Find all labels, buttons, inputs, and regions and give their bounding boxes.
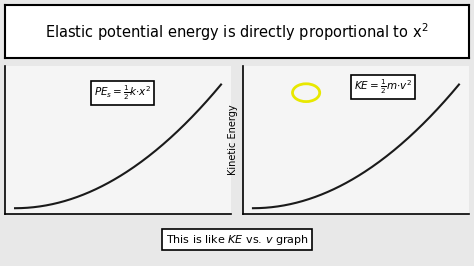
Text: Elastic potential energy is directly proportional to x$^2$: Elastic potential energy is directly pro… (45, 21, 429, 43)
Text: $PE_s = \frac{1}{2}k{\cdot}x^2$: $PE_s = \frac{1}{2}k{\cdot}x^2$ (94, 84, 151, 102)
Y-axis label: Kinetic Energy: Kinetic Energy (228, 105, 238, 176)
Text: speed: speed (340, 226, 372, 236)
Text: $KE = \frac{1}{2}m{\cdot}v^2$: $KE = \frac{1}{2}m{\cdot}v^2$ (354, 78, 412, 96)
Text: elongation: elongation (90, 226, 146, 236)
Text: This is like $\mathit{KE}$ vs. $\mathit{v}$ graph: This is like $\mathit{KE}$ vs. $\mathit{… (165, 232, 309, 247)
